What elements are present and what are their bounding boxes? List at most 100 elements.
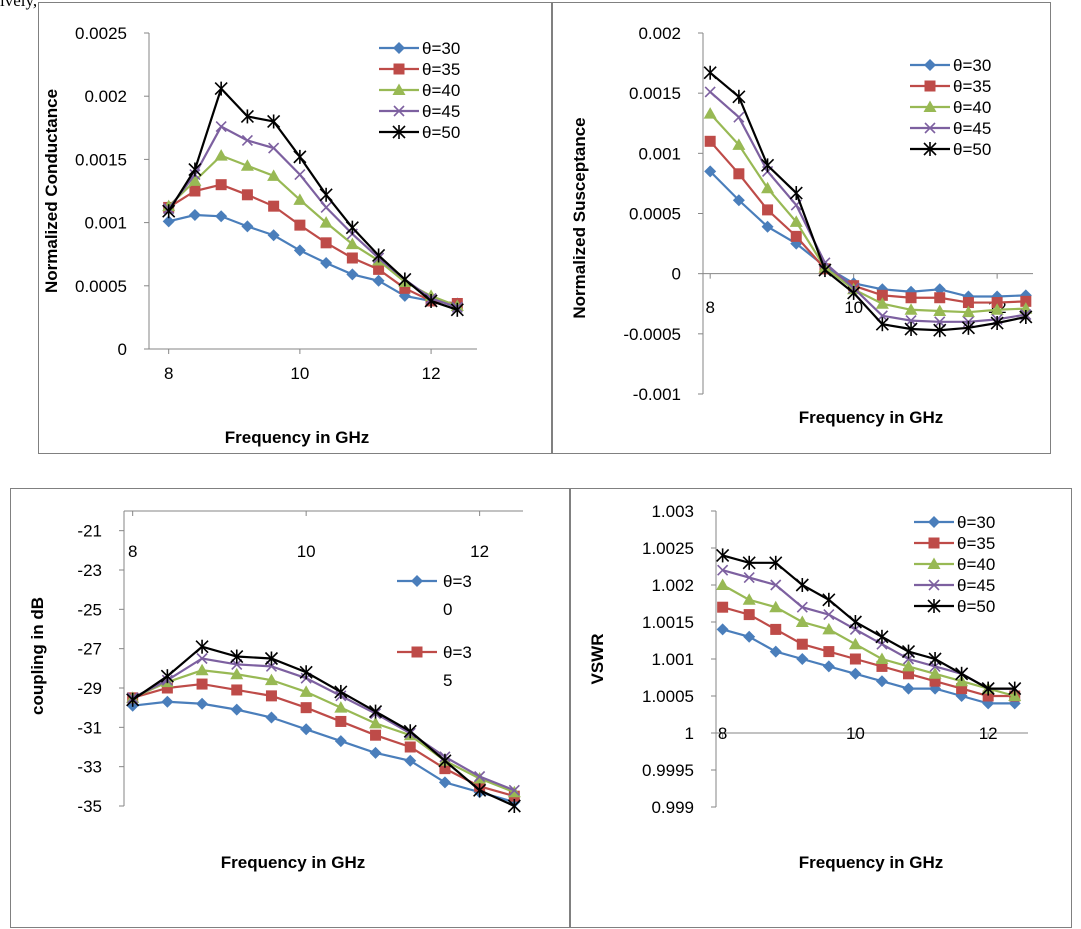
legend-swatch-marker xyxy=(928,579,940,591)
x-axis-title: Frequency in GHz xyxy=(221,853,366,872)
data-point xyxy=(981,681,995,696)
data-point xyxy=(770,579,782,591)
legend-item: θ=35 xyxy=(910,77,991,96)
data-point xyxy=(818,263,832,278)
data-point xyxy=(934,316,946,328)
y-tick-label: -21 xyxy=(77,522,102,541)
data-point xyxy=(902,659,916,672)
y-axis-title: VSWR xyxy=(588,634,607,685)
legend-swatch-marker xyxy=(924,122,936,134)
data-point xyxy=(761,220,774,233)
legend-swatch-marker xyxy=(924,59,936,71)
legend-item: θ=45 xyxy=(914,576,995,595)
data-point xyxy=(267,114,281,129)
data-point xyxy=(789,215,803,227)
data-point xyxy=(934,292,946,304)
coupling-chart-panel: -35 -33 -31 -29 -27 -25 -23 -21 8 10 12 Frequency i… xyxy=(10,488,570,928)
legend-swatch-marker xyxy=(928,537,940,549)
x-tick-label: 10 xyxy=(297,542,316,561)
data-point xyxy=(901,644,916,659)
y-axis-title: coupling in dB xyxy=(28,597,47,715)
data-point xyxy=(769,555,783,570)
conductance-chart: 0 0.0005 0.001 0.0015 0.002 0.0025 8 10 12 Freque… xyxy=(42,24,477,447)
data-point xyxy=(875,629,889,644)
data-point xyxy=(742,555,756,570)
series-0 xyxy=(126,695,521,809)
y-tick-label: 0.001 xyxy=(638,144,681,163)
vswr-chart: 0.999 0.9995 1 1.0005 1.001 1.0015 1.002 1.0025… xyxy=(588,502,1028,872)
susceptance-chart: -0.001-0.000500.00050.0010.00150.0028101… xyxy=(570,24,1033,427)
data-point xyxy=(438,753,452,768)
data-point xyxy=(823,609,835,621)
data-point xyxy=(369,746,382,759)
legend-item: θ=50 xyxy=(914,597,995,616)
data-point xyxy=(214,81,228,96)
x-tick-label: 12 xyxy=(979,724,998,743)
data-point xyxy=(743,630,756,643)
y-tick-label: -29 xyxy=(77,679,102,698)
series-line xyxy=(722,554,1015,690)
series-2 xyxy=(716,578,1022,701)
data-point xyxy=(215,120,227,133)
data-point xyxy=(240,109,254,124)
data-point xyxy=(961,320,976,335)
y-tick-label: 0.999 xyxy=(651,798,694,817)
data-point xyxy=(507,799,521,813)
series-1 xyxy=(717,601,1021,702)
data-point xyxy=(1020,295,1032,307)
data-point xyxy=(1019,309,1033,324)
data-point xyxy=(372,248,386,263)
y-tick-label: 0.0005 xyxy=(629,205,681,224)
data-point xyxy=(704,165,717,178)
series-line xyxy=(709,140,1026,304)
series-line xyxy=(722,584,1016,698)
data-point xyxy=(319,216,333,228)
data-point xyxy=(370,729,382,741)
data-point xyxy=(188,209,201,222)
y-tick-label: 1.0025 xyxy=(642,539,694,558)
x-tick-label: 12 xyxy=(422,364,441,383)
data-point xyxy=(875,652,889,664)
data-point xyxy=(732,89,746,104)
series-2 xyxy=(703,107,1033,318)
legend-swatch-marker xyxy=(392,83,406,95)
y-tick-label: -23 xyxy=(77,561,102,580)
data-point xyxy=(294,169,306,181)
legend: θ=30θ=35 xyxy=(397,572,472,690)
y-tick-label: 0.0015 xyxy=(75,150,127,169)
x-axis-title: Frequency in GHz xyxy=(799,853,944,872)
legend-swatch-marker xyxy=(392,125,406,139)
data-point xyxy=(293,193,307,205)
data-point xyxy=(847,285,861,300)
data-point xyxy=(955,666,969,681)
y-tick-label: 1.001 xyxy=(651,650,694,669)
y-tick-label: 0.9995 xyxy=(642,761,694,780)
data-point xyxy=(704,86,716,98)
data-point xyxy=(398,272,412,287)
axes: 0 0.0005 0.001 0.0015 0.002 0.0025 8 10 12 xyxy=(75,24,477,383)
data-point xyxy=(716,623,729,636)
data-point xyxy=(240,159,254,171)
series-line xyxy=(168,213,458,305)
data-point xyxy=(293,149,307,164)
data-point xyxy=(933,323,947,338)
data-point xyxy=(904,303,918,315)
data-point xyxy=(264,651,279,666)
data-point xyxy=(335,715,347,727)
legend-swatch-marker xyxy=(411,575,423,587)
series-4 xyxy=(703,65,1033,338)
series-line xyxy=(167,86,458,311)
y-tick-label: 0.0025 xyxy=(75,24,127,43)
y-tick-label: 0.0005 xyxy=(75,277,127,296)
data-point xyxy=(790,230,802,242)
data-point xyxy=(716,548,730,563)
data-point xyxy=(704,135,716,147)
data-point xyxy=(334,701,348,713)
legend-item: θ=40 xyxy=(914,555,995,574)
legend-label: θ=30 xyxy=(422,39,460,58)
data-point xyxy=(403,724,417,739)
legend: θ=30 θ=35 θ=40 θ=45 θ=50 xyxy=(914,513,995,616)
data-point xyxy=(849,667,862,680)
data-point xyxy=(982,690,994,702)
series-4 xyxy=(716,548,1022,696)
